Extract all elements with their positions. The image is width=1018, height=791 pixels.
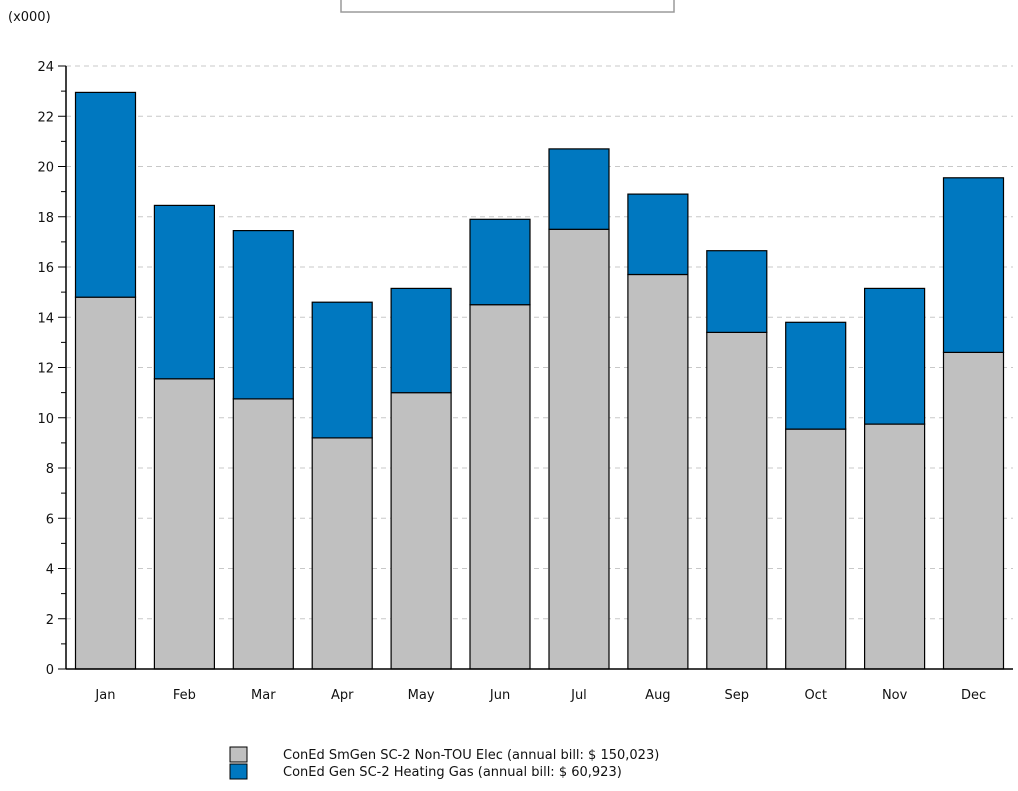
bar-jan-series-2 [74, 91, 137, 298]
bar-feb-series-1 [153, 378, 215, 670]
bar-apr-series-2 [311, 301, 373, 439]
bar-sep-series-1 [706, 331, 768, 670]
legend-swatch-2 [229, 763, 248, 780]
y-tick-label: 18 [37, 211, 54, 226]
x-tick-label-mar: Mar [251, 688, 276, 703]
bar-feb-series-2 [153, 204, 215, 380]
bar-sep-series-2 [706, 250, 768, 333]
x-tick-label-may: May [408, 688, 435, 703]
top-toolbar-box [340, 0, 675, 13]
y-axis-unit-label: (x000) [8, 10, 51, 25]
x-tick-label-dec: Dec [961, 688, 986, 703]
bar-jun-series-1 [469, 304, 531, 670]
bar-aug-series-1 [627, 273, 689, 670]
x-tick-label-sep: Sep [725, 688, 750, 703]
y-tick-label: 16 [37, 261, 54, 276]
y-tick-label: 0 [46, 663, 54, 678]
x-tick-label-jan: Jan [94, 688, 115, 703]
y-tick-label: 20 [37, 161, 54, 176]
x-tick-label-aug: Aug [645, 688, 670, 703]
bar-jun-series-2 [469, 218, 531, 306]
x-tick-label-oct: Oct [804, 688, 826, 703]
y-tick-label: 22 [37, 110, 54, 125]
bar-aug-series-2 [627, 193, 689, 276]
y-tick-label: 4 [46, 563, 54, 578]
x-tick-label-apr: Apr [331, 688, 354, 703]
legend-swatch-1 [229, 746, 248, 763]
bar-jul-series-2 [548, 148, 610, 230]
bar-dec-series-1 [942, 351, 1005, 670]
y-tick-label: 24 [37, 60, 54, 75]
bar-nov-series-2 [863, 287, 926, 425]
legend-label-1: ConEd SmGen SC-2 Non-TOU Elec (annual bi… [283, 748, 659, 763]
x-tick-label-jun: Jun [489, 688, 510, 703]
y-tick-label: 6 [46, 512, 54, 527]
y-tick-label: 10 [37, 412, 54, 427]
bar-nov-series-1 [863, 423, 926, 670]
y-tick-label: 14 [37, 311, 54, 326]
bar-apr-series-1 [311, 437, 373, 670]
bars [74, 91, 1005, 670]
x-tick-label-feb: Feb [173, 688, 196, 703]
bar-may-series-2 [390, 287, 452, 394]
x-tick-label-nov: Nov [882, 688, 908, 703]
bar-dec-series-2 [942, 177, 1005, 354]
grid-lines [66, 65, 1013, 620]
bar-mar-series-1 [232, 398, 294, 670]
legend-label-2: ConEd Gen SC-2 Heating Gas (annual bill:… [283, 765, 622, 780]
x-tick-label-jul: Jul [570, 688, 587, 703]
bar-oct-series-1 [785, 428, 847, 670]
bar-jan-series-1 [74, 296, 137, 670]
y-tick-label: 12 [37, 362, 54, 377]
bar-may-series-1 [390, 392, 452, 670]
y-tick-label: 2 [46, 613, 54, 628]
legend: ConEd SmGen SC-2 Non-TOU Elec (annual bi… [229, 746, 659, 780]
bar-mar-series-2 [232, 230, 294, 400]
bar-jul-series-1 [548, 228, 610, 670]
y-tick-label: 8 [46, 462, 54, 477]
bar-oct-series-2 [785, 321, 847, 430]
